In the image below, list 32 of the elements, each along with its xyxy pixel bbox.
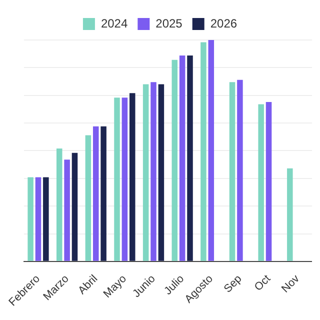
bar bbox=[85, 135, 92, 261]
bar bbox=[100, 126, 106, 261]
bar bbox=[28, 177, 34, 261]
bar bbox=[158, 84, 164, 261]
legend-label: 2025 bbox=[156, 16, 183, 30]
bar bbox=[187, 56, 193, 261]
bar bbox=[172, 60, 178, 261]
bar bbox=[287, 168, 293, 261]
x-tick-label: Sep bbox=[222, 272, 244, 296]
bar bbox=[72, 152, 78, 261]
x-tick-label: Julio bbox=[162, 272, 187, 298]
bar bbox=[114, 98, 120, 261]
bar bbox=[35, 177, 42, 261]
x-tick-label: Nov bbox=[280, 272, 302, 296]
bar bbox=[64, 160, 70, 261]
bar bbox=[122, 98, 128, 261]
bar bbox=[43, 177, 49, 261]
bar bbox=[208, 40, 214, 261]
bar bbox=[179, 56, 186, 261]
bar bbox=[142, 84, 149, 261]
bar bbox=[56, 148, 62, 261]
bar bbox=[258, 104, 264, 261]
bar bbox=[200, 42, 206, 261]
bar bbox=[266, 102, 272, 261]
legend-label: 2024 bbox=[100, 16, 128, 30]
x-tick-label: Oct bbox=[252, 272, 274, 294]
bar bbox=[150, 82, 156, 261]
bar bbox=[92, 126, 99, 261]
legend-label: 2026 bbox=[210, 16, 238, 30]
bar bbox=[229, 82, 236, 261]
bar bbox=[129, 93, 136, 261]
bar bbox=[237, 80, 243, 261]
